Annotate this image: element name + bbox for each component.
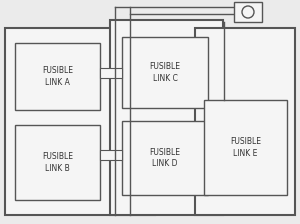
Bar [100,150,122,160]
Text: FUSIBLE
LINK E: FUSIBLE LINK E [230,138,261,157]
Bar [15,43,100,110]
Text: FUSIBLE
LINK D: FUSIBLE LINK D [149,148,181,168]
Text: FUSIBLE
LINK C: FUSIBLE LINK C [149,62,181,83]
Bar [110,20,223,215]
Bar [100,68,122,78]
Bar [5,28,155,215]
Bar [195,28,295,215]
Bar [234,2,262,22]
Bar [122,121,208,195]
Circle shape [242,6,254,18]
Text: FUSIBLE
LINK B: FUSIBLE LINK B [42,153,73,172]
Bar [122,37,208,108]
Bar [15,125,100,200]
Text: FUSIBLE
LINK A: FUSIBLE LINK A [42,67,73,86]
Bar [204,100,287,195]
